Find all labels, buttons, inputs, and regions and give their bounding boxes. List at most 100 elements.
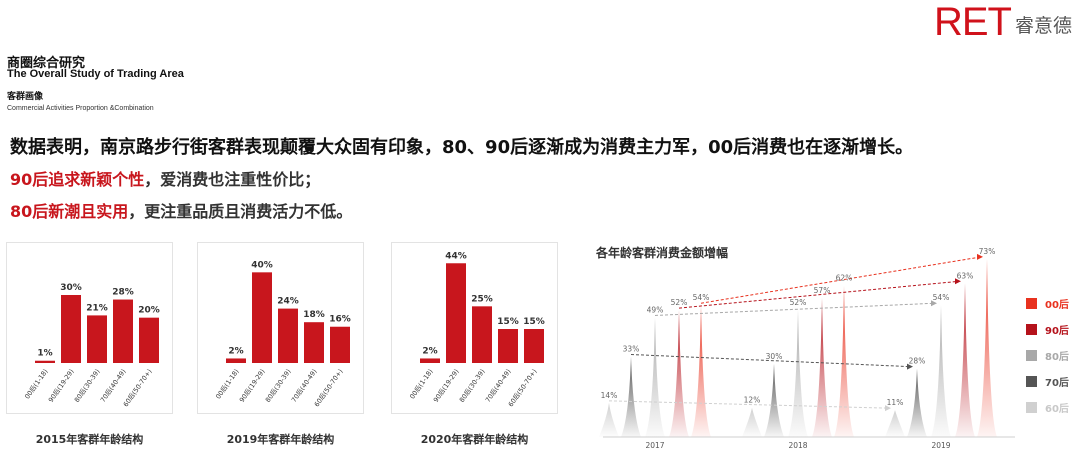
summary-point-80s: 80后新潮且实用，更注重品质且消费活力不低。	[10, 198, 352, 222]
spike-value-label: 54%	[933, 293, 950, 302]
legend-item: 60后	[1026, 394, 1069, 420]
bar	[35, 360, 55, 363]
legend-item: 90后	[1026, 316, 1069, 342]
bar-value-label: 24%	[277, 297, 299, 307]
legend-item: 70后	[1026, 368, 1069, 394]
spike-value-label: 54%	[693, 293, 710, 302]
spike	[977, 258, 997, 437]
bar-chart-2015: 1% 00后(1-18) 30% 90后(19-29) 21% 80后(30-39) 28%…	[6, 242, 173, 414]
trend-chart-title: 各年龄客群消费金额增幅	[596, 246, 729, 260]
bar-value-label: 28%	[112, 288, 134, 298]
bar-value-label: 2%	[228, 346, 243, 356]
category-tick-label: 80后(30-39)	[457, 367, 487, 404]
category-tick-label: 90后(19-29)	[46, 367, 76, 404]
spike	[931, 305, 951, 437]
bar-value-label: 30%	[60, 283, 82, 293]
trend-arrow-line	[654, 302, 936, 316]
bar	[278, 308, 298, 363]
section-title-cn: 商圈综合研究	[7, 56, 86, 71]
spike-value-label: 52%	[671, 298, 688, 307]
bar-value-label: 20%	[138, 306, 160, 316]
category-tick-label: 80后(30-39)	[72, 367, 102, 404]
x-tick-label: 2017	[645, 441, 664, 450]
bar-value-label: 21%	[86, 303, 108, 313]
legend-swatch	[1026, 297, 1037, 309]
bar-chart-2020: 2% 00后(1-18) 44% 90后(19-29) 25% 80后(30-39) 15%…	[391, 242, 558, 414]
bar-value-label: 16%	[329, 315, 351, 325]
bar-value-label: 1%	[37, 349, 52, 359]
spike-value-label: 73%	[979, 247, 996, 256]
spike-value-label: 63%	[957, 271, 974, 280]
trend-arrow-line	[630, 353, 912, 368]
bar-chart-2015-title: 2015年客群年龄结构	[35, 433, 144, 446]
category-tick-label: 90后(19-29)	[431, 367, 461, 404]
spike-value-label: 52%	[790, 298, 807, 307]
trend-arrow-line	[700, 256, 982, 304]
legend-label: 80后	[1045, 351, 1069, 363]
legend-swatch	[1026, 401, 1037, 413]
trend-chart-svg: 14% 33% 49% 52% 54% 12% 30% 52% 57% 62% 11% 28% 54% 6…	[599, 247, 1015, 450]
point-90s-text: ，爱消费也注重性价比；	[144, 170, 321, 189]
bar-chart-2019-svg: 2% 00后(1-18) 40% 90后(19-29) 24% 80后(30-39) 18%…	[213, 260, 351, 408]
bar-chart-2020-title: 2020年客群年龄结构	[420, 433, 529, 446]
spike-value-label: 11%	[887, 398, 904, 407]
bar	[226, 358, 246, 363]
spike	[812, 297, 832, 437]
spike-value-label: 30%	[766, 352, 783, 361]
spike	[669, 310, 689, 437]
trend-arrow-head	[955, 278, 961, 285]
spike	[621, 356, 641, 437]
point-80s-text: ，更注重品质且消费活力不低。	[128, 202, 353, 221]
bar	[472, 306, 492, 363]
spike-value-label: 33%	[623, 344, 640, 353]
trend-arrow-head	[977, 253, 983, 260]
legend-swatch	[1026, 349, 1037, 361]
category-tick-label: 00后(1-18)	[22, 367, 49, 401]
category-tick-label: 00后(1-18)	[407, 367, 434, 401]
point-90s-highlight: 90后追求新颖个性	[10, 170, 145, 189]
spike-value-label: 28%	[909, 357, 926, 366]
summary-point-90s: 90后追求新颖个性，爱消费也注重性价比；	[10, 166, 320, 190]
legend-item: 80后	[1026, 342, 1069, 368]
spike-value-label: 57%	[814, 286, 831, 295]
category-tick-label: 70后(40-49)	[289, 367, 319, 404]
section-subtitle-en: Commercial Activities Proportion &Combin…	[7, 105, 154, 112]
x-tick-label: 2018	[788, 441, 807, 450]
legend-label: 70后	[1045, 377, 1069, 389]
legend-label: 90后	[1045, 325, 1069, 337]
bar	[139, 317, 159, 363]
trend-arrow-head	[885, 405, 891, 412]
bar	[252, 272, 272, 363]
bar	[498, 329, 518, 363]
point-80s-highlight: 80后新潮且实用	[10, 202, 129, 221]
spike	[788, 310, 808, 437]
category-tick-label: 90后(19-29)	[237, 367, 267, 404]
bar	[420, 358, 440, 363]
bar	[87, 315, 107, 363]
bar	[524, 329, 544, 363]
spike	[645, 317, 665, 437]
bar-value-label: 15%	[523, 317, 545, 327]
bar-value-label: 25%	[471, 294, 493, 304]
category-tick-label: 70后(40-49)	[98, 367, 128, 404]
spike	[834, 285, 854, 437]
spike	[764, 363, 784, 437]
trend-arrow-line	[678, 280, 960, 309]
logo-cn-name: 睿意德	[1014, 15, 1072, 37]
bar-value-label: 44%	[445, 251, 467, 261]
trend-arrow-head	[931, 300, 937, 307]
summary-headline: 数据表明，南京路步行街客群表现颠覆大众固有印象，80、90后逐渐成为消费主力军，…	[10, 137, 914, 158]
spike	[885, 410, 905, 437]
spike-value-label: 14%	[601, 391, 618, 400]
bar-chart-2019-title: 2019年客群年龄结构	[226, 433, 335, 446]
section-subtitle-cn: 客群画像	[7, 92, 44, 102]
spike	[955, 283, 975, 437]
bar	[113, 299, 133, 363]
bar-chart-2019: 2% 00后(1-18) 40% 90后(19-29) 24% 80后(30-39) 18%…	[197, 242, 364, 414]
section-title-en: The Overall Study of Trading Area	[7, 68, 184, 80]
bar-chart-2020-svg: 2% 00后(1-18) 44% 90后(19-29) 25% 80后(30-39) 15%…	[407, 251, 545, 408]
bar-value-label: 2%	[422, 346, 437, 356]
category-tick-label: 70后(40-49)	[483, 367, 513, 404]
logo-letters: RET	[933, 0, 1012, 44]
spike	[691, 305, 711, 437]
